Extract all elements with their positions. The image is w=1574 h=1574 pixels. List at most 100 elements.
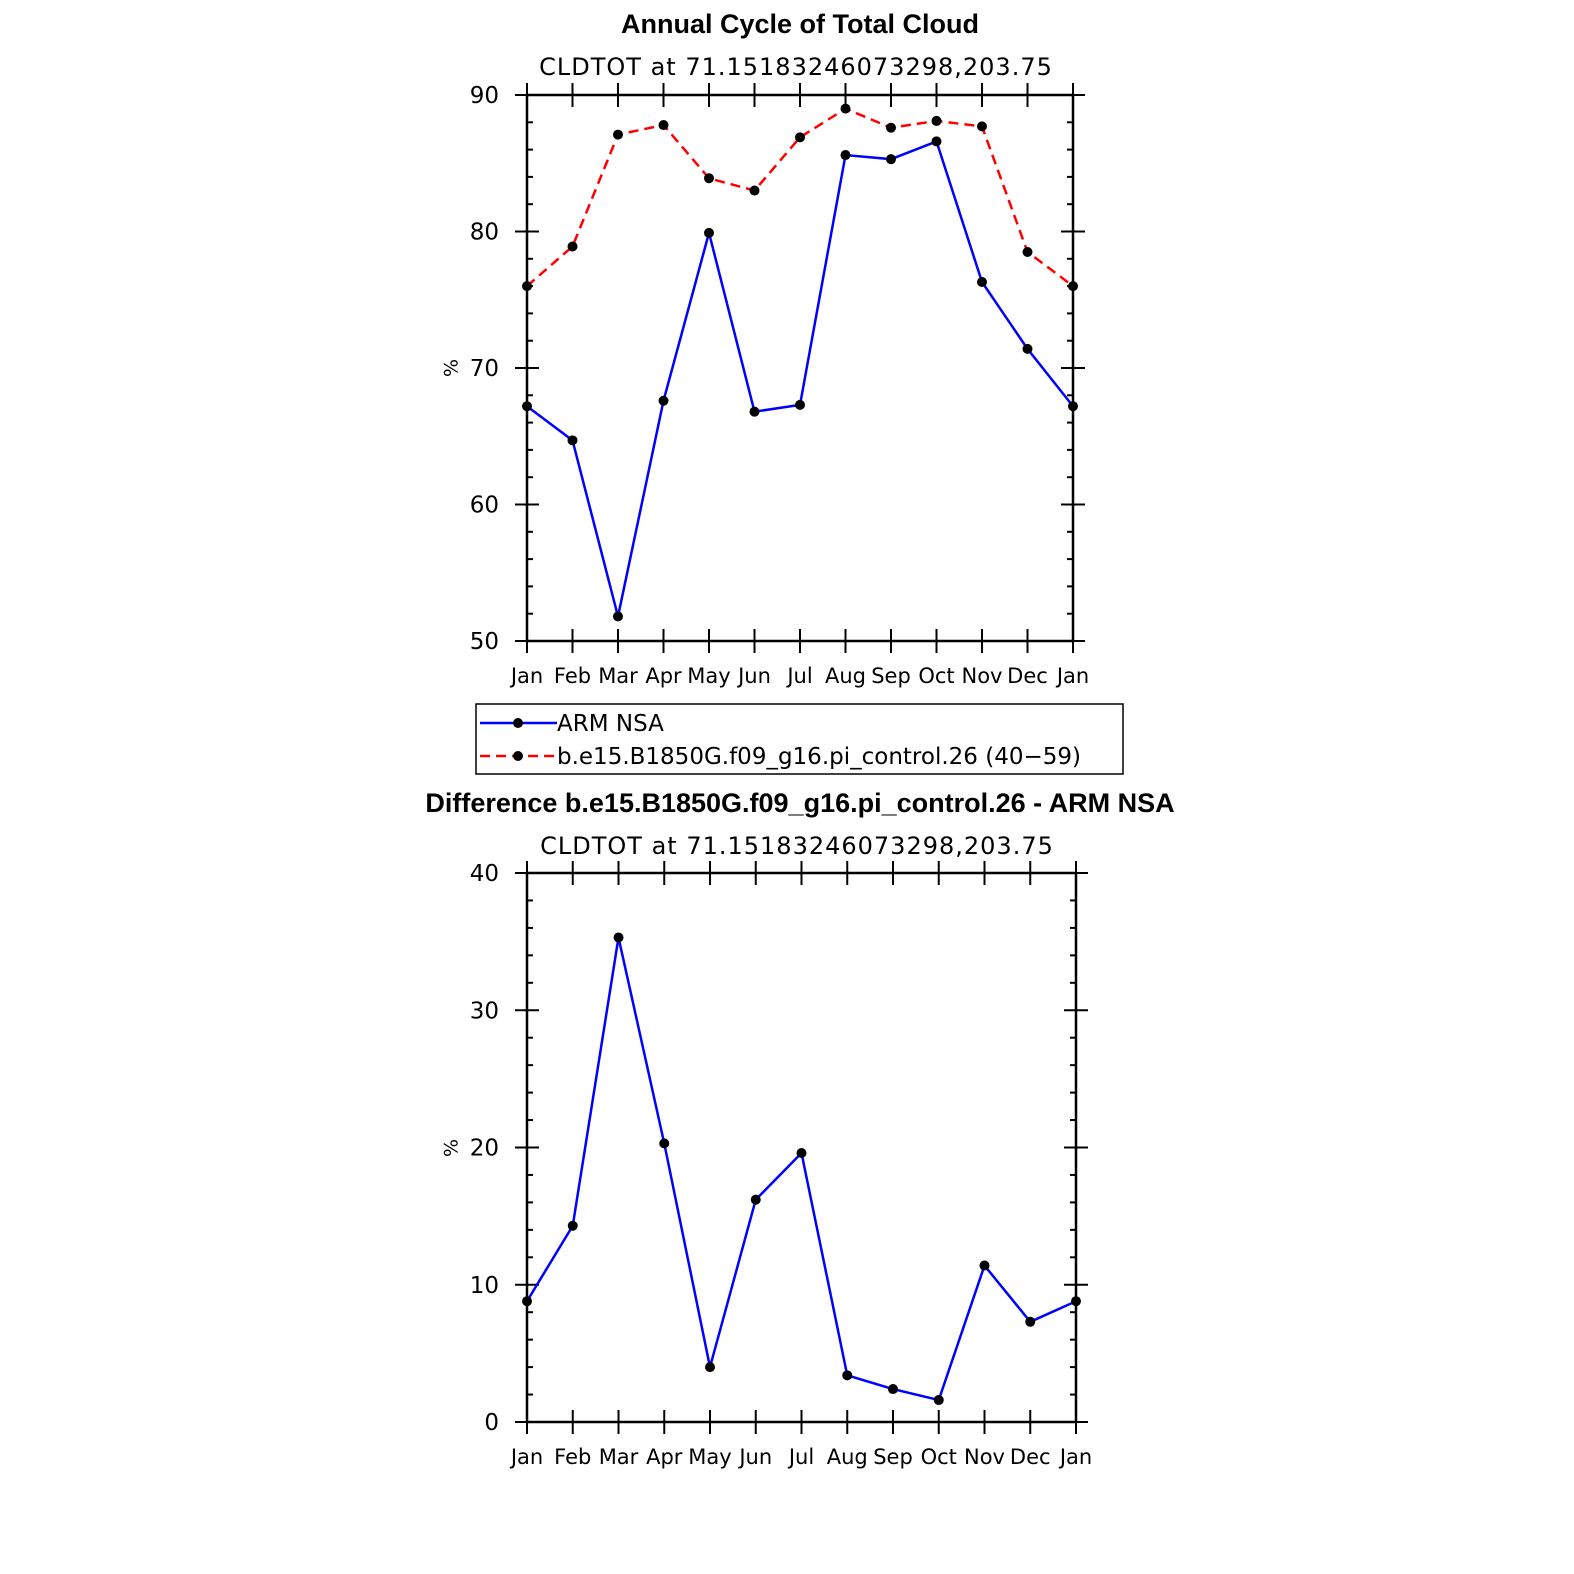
y-tick-labels: 50 60 70 80 90: [470, 83, 499, 655]
chart-title: Difference b.e15.B1850G.f09_g16.pi_contr…: [425, 788, 1174, 818]
data-point-0: [750, 1194, 761, 1205]
data-point-0: [1025, 1316, 1036, 1327]
data-point-1: [522, 281, 532, 292]
x-tick-label: Dec: [1007, 664, 1048, 688]
y-tick-label: 50: [470, 629, 499, 655]
data-point-0: [796, 1147, 807, 1158]
data-point-0: [522, 1296, 532, 1307]
data-point-1: [840, 103, 851, 114]
data-point-0: [886, 154, 896, 165]
data-point-1: [704, 173, 714, 184]
x-tick-label: Aug: [825, 664, 866, 688]
data-point-1: [886, 122, 896, 133]
data-point-0: [749, 406, 760, 417]
legend: ARM NSA b.e15.B1850G.f09_g16.pi_control.…: [475, 703, 1124, 775]
data-point-0: [933, 1395, 944, 1406]
series-group: [522, 103, 1078, 622]
x-tick-label: Jul: [785, 664, 812, 688]
data-point-0: [567, 1220, 578, 1231]
data-point-0: [705, 1362, 715, 1373]
data-point-0: [931, 136, 942, 147]
data-point-0: [840, 150, 851, 161]
x-tick-label: Jan: [509, 664, 543, 688]
ticks: [515, 83, 1085, 653]
x-tick-label: Jan: [1055, 664, 1089, 688]
legend-marker-arm-nsa: [513, 718, 523, 728]
legend-frame: [475, 703, 1124, 775]
data-point-0: [842, 1370, 853, 1381]
x-tick-label: Oct: [918, 664, 954, 688]
x-tick-label: Jan: [509, 1445, 543, 1469]
series-line-0: [525, 936, 1077, 1402]
y-axis-label: %: [441, 1139, 463, 1157]
y-tick-label: 0: [484, 1410, 499, 1436]
data-point-0: [795, 399, 805, 410]
data-point-0: [567, 435, 578, 446]
annual-cycle-chart: Annual Cycle of Total Cloud CLDTOT at 71…: [441, 9, 1090, 688]
x-tick-labels: Jan Feb Mar Apr May Jun Jul Aug Sep Oct Nov Dec Jan: [509, 1445, 1092, 1469]
ticks: [515, 861, 1088, 1434]
x-tick-label: Oct: [921, 1445, 957, 1469]
y-tick-label: 40: [470, 861, 499, 887]
data-point-0: [522, 401, 532, 412]
legend-label-model: b.e15.B1850G.f09_g16.pi_control.26 (40−5…: [557, 744, 1081, 770]
x-tick-label: May: [688, 1445, 731, 1469]
data-point-1: [1068, 281, 1078, 292]
y-tick-label: 20: [470, 1136, 499, 1162]
x-tick-label: Aug: [827, 1445, 868, 1469]
x-tick-label: Jan: [1058, 1445, 1092, 1469]
x-tick-label: Sep: [871, 664, 911, 688]
data-point-0: [613, 611, 623, 622]
x-tick-label: Mar: [598, 664, 638, 688]
x-tick-label: Nov: [962, 664, 1003, 688]
x-tick-labels: Jan Feb Mar Apr May Jun Jul Aug Sep Oct Nov Dec Jan: [509, 664, 1089, 688]
x-tick-label: Feb: [554, 1445, 591, 1469]
data-point-1: [795, 132, 805, 143]
data-point-1: [977, 121, 987, 132]
x-tick-label: Mar: [599, 1445, 639, 1469]
data-point-1: [567, 241, 578, 252]
x-tick-label: Jun: [737, 1445, 772, 1469]
y-tick-label: 10: [470, 1273, 499, 1299]
series-group: [522, 932, 1081, 1406]
data-point-0: [1071, 1296, 1081, 1307]
plot-frame: [525, 871, 1078, 1424]
data-point-1: [1022, 246, 1033, 257]
data-point-0: [1022, 343, 1033, 354]
legend-label-arm-nsa: ARM NSA: [557, 711, 664, 737]
y-tick-label: 90: [470, 83, 499, 109]
data-point-0: [888, 1384, 898, 1395]
data-point-0: [613, 932, 624, 943]
y-axis-label: %: [441, 359, 463, 377]
x-tick-label: Sep: [873, 1445, 913, 1469]
data-point-1: [658, 120, 669, 131]
x-tick-label: Nov: [964, 1445, 1005, 1469]
chart-title: Annual Cycle of Total Cloud: [621, 9, 979, 39]
y-tick-label: 80: [470, 220, 499, 246]
series-line-0: [526, 140, 1074, 618]
data-point-0: [704, 227, 714, 238]
data-point-0: [1068, 401, 1078, 412]
data-point-1: [749, 185, 760, 196]
data-point-1: [613, 129, 623, 140]
x-tick-label: May: [687, 664, 730, 688]
data-point-1: [931, 115, 942, 126]
data-point-0: [658, 395, 669, 406]
chart-subtitle: CLDTOT at 71.15183246073298,203.75: [539, 53, 1053, 81]
data-point-0: [977, 277, 987, 288]
plot-frame: [525, 93, 1075, 643]
x-tick-label: Jul: [787, 1445, 814, 1469]
data-point-0: [979, 1260, 990, 1271]
x-tick-label: Apr: [646, 1445, 683, 1469]
data-point-0: [659, 1138, 670, 1149]
x-tick-label: Jun: [736, 664, 771, 688]
y-tick-label: 30: [470, 998, 499, 1024]
chart-subtitle: CLDTOT at 71.15183246073298,203.75: [540, 832, 1054, 860]
x-tick-label: Feb: [554, 664, 591, 688]
y-tick-label: 60: [470, 493, 499, 519]
legend-marker-model: [513, 751, 523, 761]
x-tick-label: Dec: [1010, 1445, 1051, 1469]
difference-chart: Difference b.e15.B1850G.f09_g16.pi_contr…: [425, 788, 1174, 1469]
y-tick-label: 70: [470, 356, 499, 382]
